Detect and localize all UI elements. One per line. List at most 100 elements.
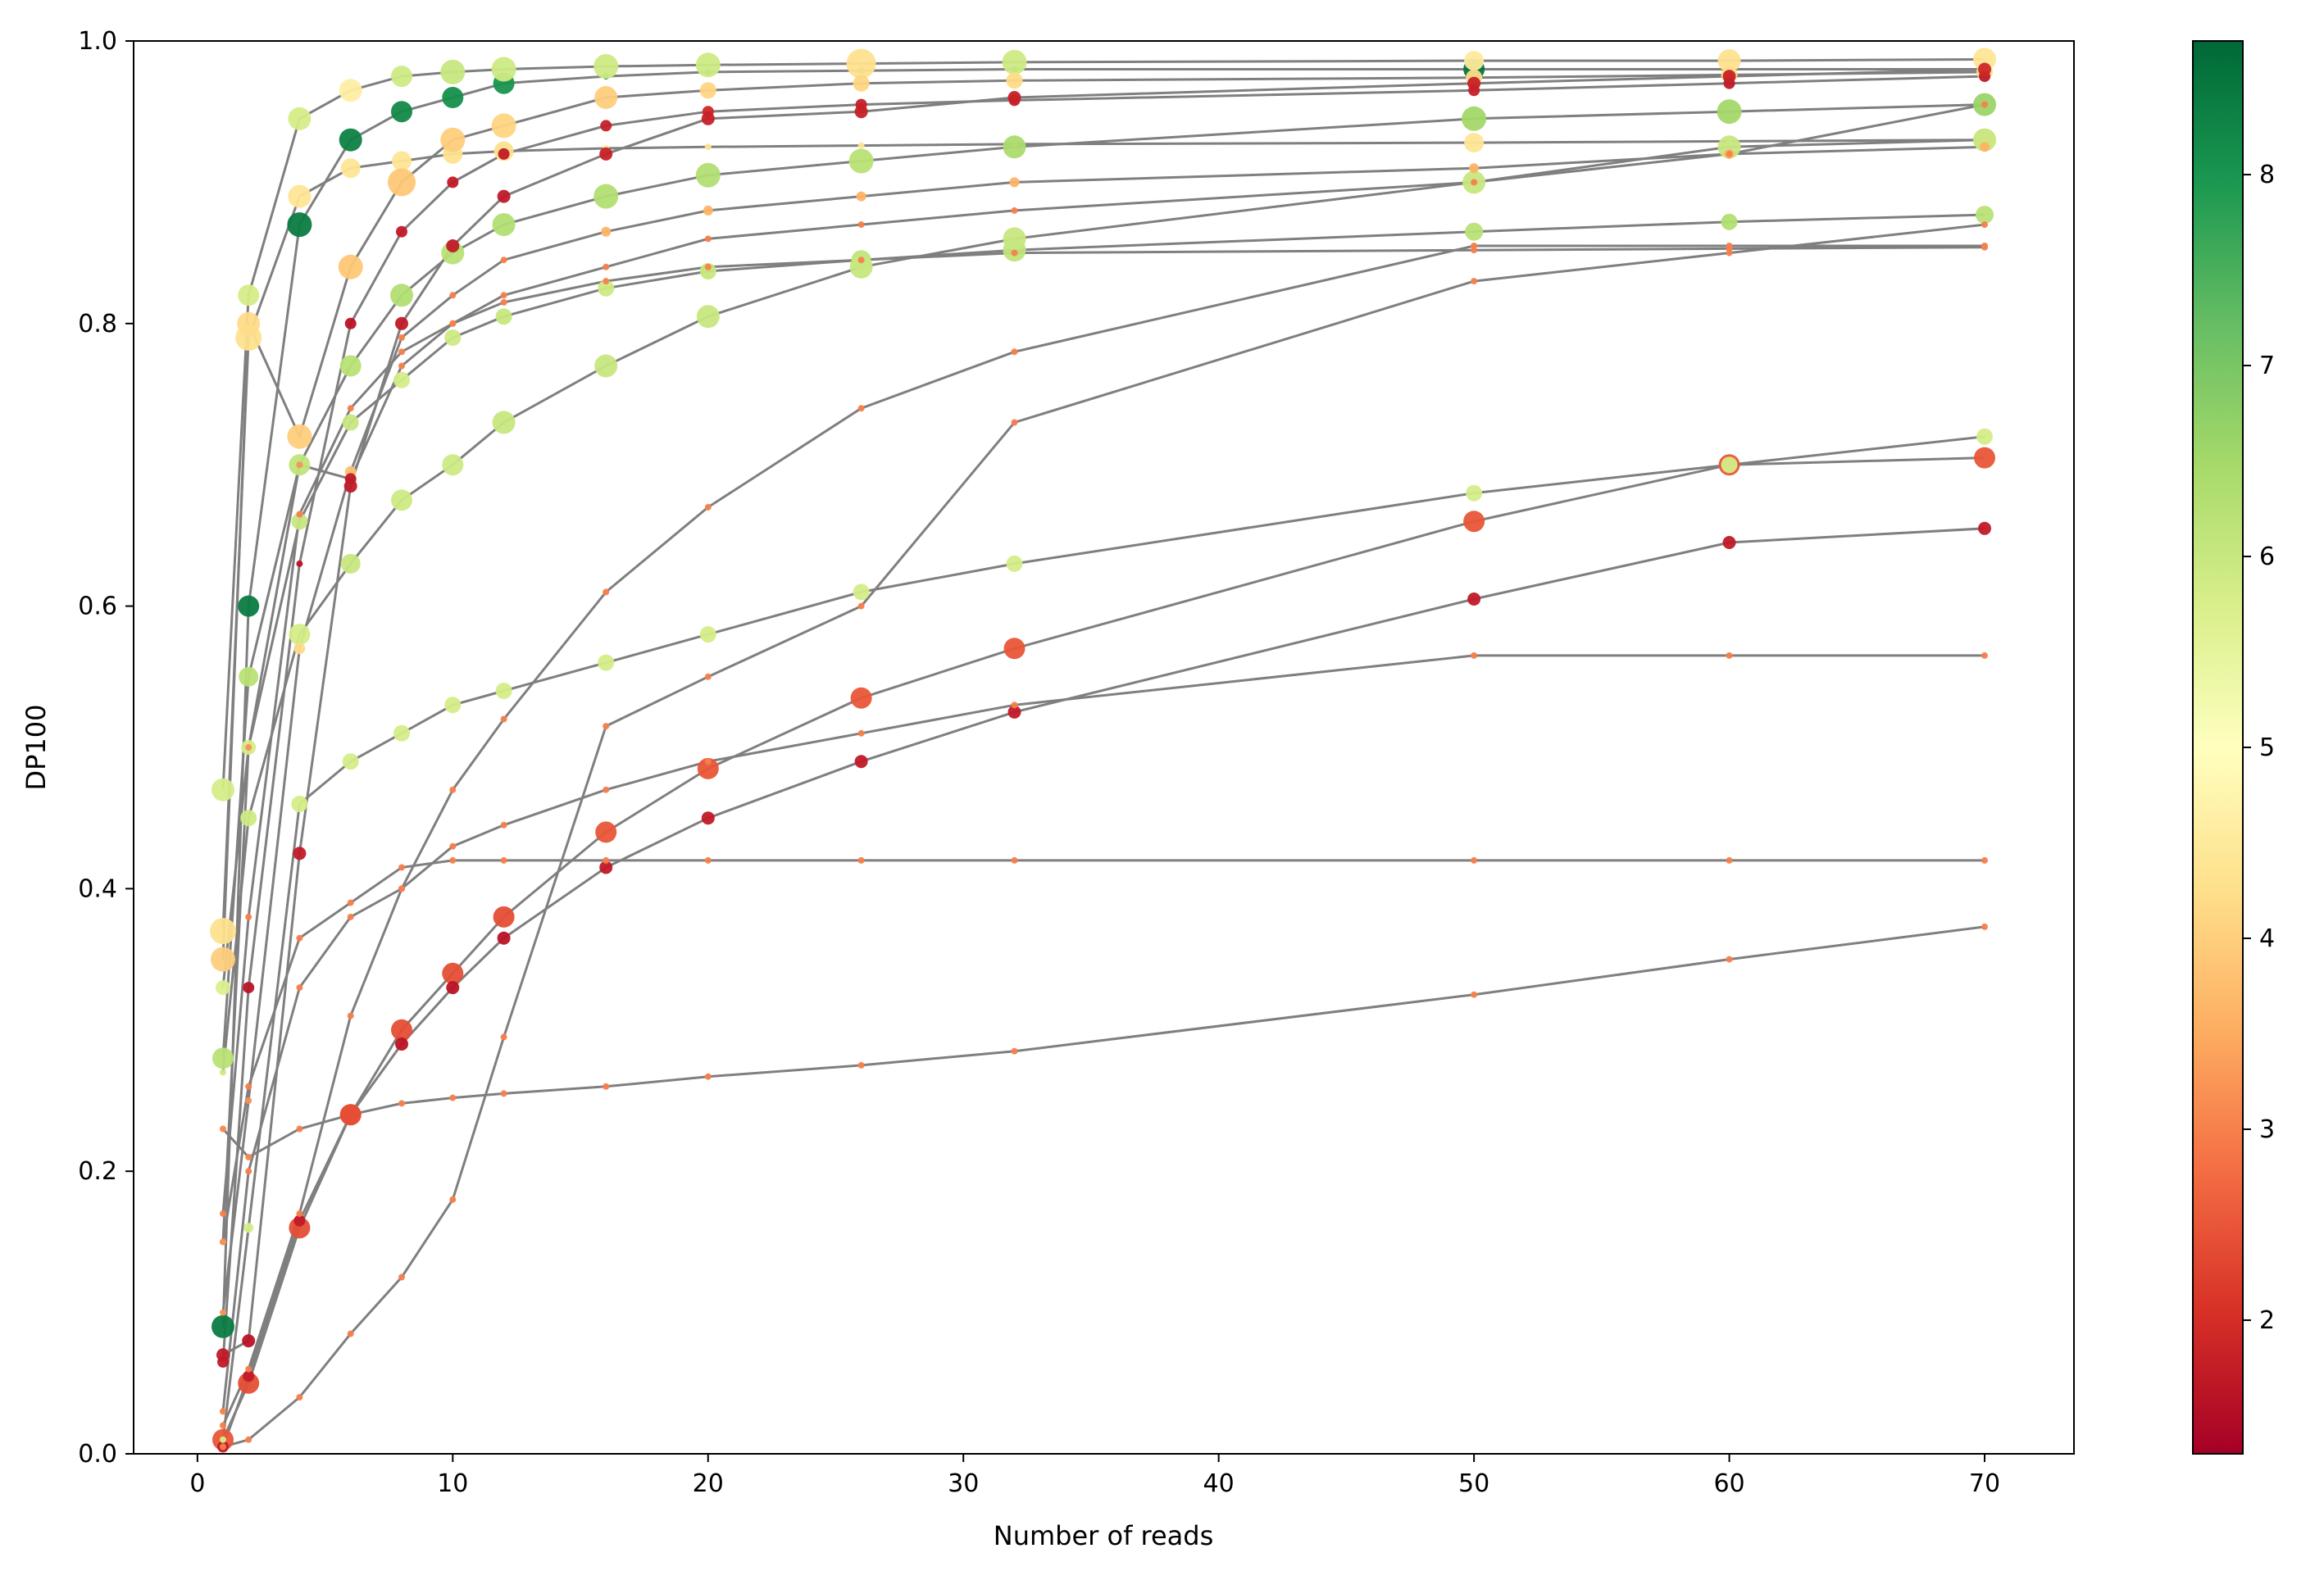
data-point-s2-4 — [339, 79, 362, 102]
series-line-4 — [221, 70, 1985, 960]
data-point-s8-2 — [243, 982, 255, 994]
data-point-s11-6 — [442, 962, 464, 984]
data-point-s12-2 — [243, 1370, 255, 1383]
data-point-s13-7 — [500, 856, 507, 864]
data-point-s17-3 — [291, 796, 308, 812]
x-tick-label: 40 — [1203, 1469, 1235, 1498]
data-point-s15-7 — [500, 715, 507, 723]
data-point-s15-1 — [220, 1422, 226, 1429]
data-point-s16-14 — [1981, 652, 1988, 659]
data-point-s18-11 — [1009, 177, 1020, 188]
y-axis: 0.0 0.2 0.4 0.6 0.8 1.0 — [78, 27, 134, 1469]
data-point-s3-3 — [288, 184, 312, 208]
data-point-s15-11 — [1011, 348, 1018, 356]
series-line-1 — [221, 68, 1985, 1327]
data-point-s3-10 — [857, 142, 865, 149]
data-point-s14-4 — [347, 1330, 354, 1337]
data-point-s13-12 — [1471, 856, 1478, 864]
data-point-s9-6 — [446, 239, 460, 252]
series-line-15 — [221, 244, 1985, 1427]
data-point-s4-4 — [338, 254, 363, 279]
data-point-s20-7 — [500, 292, 507, 299]
data-point-s17-2 — [243, 1223, 254, 1233]
data-point-s13-6 — [449, 856, 457, 864]
data-point-s10-11 — [1011, 1047, 1018, 1055]
data-point-s19-4 — [347, 405, 354, 412]
data-point-s11-11 — [1003, 638, 1026, 660]
data-point-s7-1 — [220, 1069, 226, 1076]
data-point-s18-7 — [500, 257, 507, 264]
data-point-s2-5 — [391, 66, 412, 88]
data-point-s19-10 — [857, 257, 865, 264]
data-point-s19-1 — [220, 1210, 226, 1217]
series-line-5 — [221, 103, 1985, 1059]
data-point-s10-14 — [1981, 923, 1988, 930]
data-point-s3-9 — [704, 143, 712, 151]
data-point-s16-8 — [603, 786, 610, 793]
data-point-s16-5 — [398, 885, 405, 892]
data-point-s6-8 — [598, 279, 615, 297]
data-point-s2-11 — [1002, 49, 1027, 75]
data-point-s5-2 — [239, 666, 259, 687]
colorbar-tick-label: 8 — [2259, 161, 2275, 189]
data-point-s9-2 — [242, 1334, 256, 1348]
data-point-s7-8 — [594, 354, 618, 378]
data-point-s1-5 — [391, 101, 412, 123]
data-point-s20-8 — [603, 263, 610, 270]
data-point-s16-3 — [296, 984, 303, 992]
series-lines — [221, 57, 1985, 1448]
data-point-s20-10 — [857, 221, 865, 229]
data-point-s13-9 — [704, 856, 712, 864]
data-point-s12-7 — [497, 931, 511, 945]
data-point-s9-5 — [395, 316, 408, 330]
data-point-s8-7 — [498, 148, 510, 160]
data-point-s10-7 — [500, 1090, 507, 1097]
data-point-s8-4 — [344, 317, 357, 329]
data-point-s20-13 — [1726, 150, 1733, 157]
data-point-s2-2 — [238, 284, 260, 306]
data-point-s7-5 — [391, 489, 412, 511]
data-point-s16-1 — [220, 1408, 226, 1415]
data-point-s17-4 — [342, 753, 359, 770]
data-point-s18-3 — [293, 642, 306, 655]
data-point-s19-8 — [603, 278, 610, 285]
data-point-s2-3 — [288, 107, 312, 130]
data-point-s15-3 — [296, 1210, 303, 1217]
data-point-s6-4 — [342, 414, 359, 431]
data-point-s2-8 — [594, 54, 619, 79]
data-point-s7-6 — [442, 454, 464, 476]
data-point-s18-9 — [703, 205, 713, 216]
data-point-s19-9 — [704, 263, 712, 270]
data-point-s17-1 — [220, 1436, 226, 1443]
data-point-s14-9 — [704, 673, 712, 680]
series-line-14 — [222, 223, 1985, 1448]
data-point-s1-6 — [442, 87, 464, 108]
data-point-s9-8 — [599, 147, 613, 161]
y-tick-label: 0.6 — [78, 593, 117, 621]
data-point-s9-7 — [497, 189, 511, 203]
data-point-s2-6 — [440, 59, 466, 84]
colorbar — [2192, 40, 2244, 1455]
data-point-s5-8 — [594, 184, 619, 209]
data-point-s8-3 — [296, 560, 303, 567]
colorbar-tick-label: 2 — [2259, 1306, 2275, 1335]
data-point-s19-7 — [500, 298, 507, 306]
data-point-s4-6 — [440, 127, 466, 152]
data-point-s13-8 — [603, 856, 610, 864]
data-point-s2-10 — [846, 48, 876, 79]
plot-frame — [133, 40, 2075, 1455]
data-point-s16-9 — [704, 758, 712, 765]
series-line-8 — [221, 75, 1985, 1363]
y-tick-label: 1.0 — [78, 27, 117, 56]
y-axis-title: DP100 — [20, 704, 52, 790]
data-point-s18-1 — [220, 1309, 226, 1316]
data-point-s4-1 — [211, 947, 235, 972]
data-point-s6-3 — [291, 513, 308, 530]
data-point-s7-10 — [849, 255, 873, 279]
data-point-s19-13 — [1726, 245, 1733, 252]
data-point-s20-11 — [1011, 207, 1018, 214]
data-point-s5-7 — [492, 213, 516, 237]
data-point-s5-13 — [1717, 99, 1742, 125]
data-point-s17-13 — [1721, 456, 1738, 474]
data-point-s5-5 — [390, 284, 413, 307]
